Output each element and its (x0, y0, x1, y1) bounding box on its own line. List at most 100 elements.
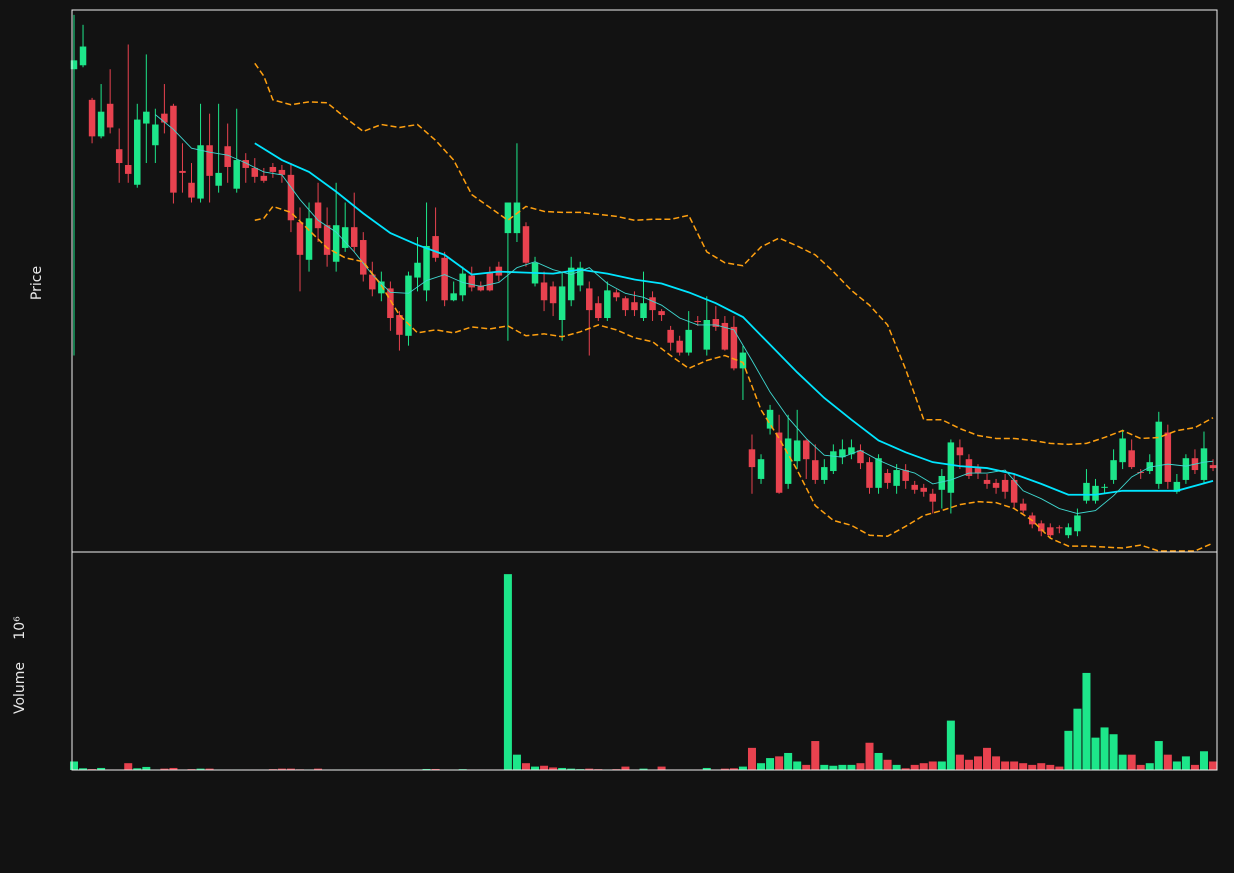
candle-body (522, 226, 530, 263)
candle-body (314, 202, 322, 229)
volume-bar (1091, 737, 1100, 770)
volume-bar (847, 764, 856, 770)
volume-bar (1064, 730, 1073, 770)
candle-body (1182, 458, 1190, 480)
candle-body (332, 225, 340, 262)
candle-body (893, 470, 900, 486)
candle-body (595, 303, 602, 319)
candle-body (396, 315, 403, 335)
candle-body (721, 322, 729, 350)
candle-body (215, 172, 222, 186)
candle-body (1209, 465, 1217, 469)
volume-bar (1209, 761, 1218, 770)
candle-body (739, 352, 747, 369)
volume-bar (901, 768, 910, 770)
volume-bar (1046, 764, 1055, 770)
volume-bar (747, 747, 756, 770)
candle-body (423, 245, 430, 291)
candle-body (124, 164, 132, 174)
candle-body (405, 275, 412, 336)
volume-bar (133, 768, 142, 770)
candle-body (992, 482, 1000, 488)
volume-bar (124, 763, 133, 770)
volume-bar (964, 759, 973, 770)
candle-body (1101, 486, 1108, 488)
candle-body (378, 281, 385, 294)
indicator-line (254, 62, 1214, 446)
indicator-line (254, 142, 1214, 496)
volume-bar (585, 768, 594, 770)
candle-body (197, 145, 204, 199)
candle-body (115, 149, 123, 164)
volume-bar (1010, 761, 1019, 770)
candle-body (134, 119, 141, 185)
volume-bar (142, 766, 151, 770)
indicator-line (254, 205, 1214, 552)
volume-bar (1199, 751, 1208, 770)
volume-bar (992, 756, 1001, 770)
candle-body (441, 257, 448, 301)
candle-body (947, 442, 955, 493)
candle-body (305, 218, 313, 260)
candle-body (1092, 485, 1099, 501)
candle-body (694, 320, 701, 322)
candle-body (911, 484, 918, 490)
candle-body (793, 440, 801, 462)
candle-body (432, 236, 439, 258)
volume-bar (775, 756, 784, 770)
candle-body (97, 111, 105, 137)
marks-layer (69, 14, 1218, 770)
candle-body (766, 409, 774, 429)
candle-body (1001, 479, 1009, 492)
candle-body (730, 326, 738, 369)
volume-bar (431, 768, 440, 770)
candle-body (450, 293, 457, 301)
volume-bar (567, 768, 576, 770)
volume-bar (793, 761, 802, 770)
candle-body (269, 166, 277, 172)
candle-body (667, 329, 674, 343)
volume-axis-label: Volume (12, 662, 28, 714)
volume-bar (892, 764, 901, 770)
volume-bar (169, 767, 178, 770)
volume-bar (919, 763, 928, 770)
volume-bar (1190, 764, 1199, 770)
volume-bar (1100, 727, 1109, 770)
candle-body (468, 275, 475, 288)
candle-body (513, 202, 521, 234)
volume-bar (856, 763, 865, 770)
candle-body (558, 286, 566, 320)
volume-bar (983, 747, 992, 770)
candle-body (369, 274, 376, 290)
volume-bar (549, 767, 558, 770)
volume-bar (757, 763, 766, 770)
candle-body (1019, 503, 1027, 511)
volume-bar (657, 766, 666, 770)
volume-bar (829, 765, 838, 770)
candle-body (775, 432, 783, 493)
candle-body (260, 175, 268, 181)
candle-body (1038, 523, 1045, 532)
candle-body (540, 282, 548, 301)
volume-bar (702, 767, 711, 770)
indicator-layer (155, 62, 1214, 552)
candle-body (1119, 438, 1126, 463)
candle-body (1173, 481, 1181, 492)
volume-bar (1136, 764, 1145, 770)
candle-body (414, 262, 421, 278)
candle-body (631, 302, 638, 311)
candle-body (251, 167, 259, 177)
volume-bar (621, 766, 630, 770)
volume-bar (729, 768, 738, 770)
volume-bar (160, 768, 169, 770)
volume-bar (820, 764, 829, 770)
volume-bar (1082, 672, 1091, 770)
candle-body (486, 272, 494, 291)
indicator-line (155, 114, 1214, 514)
candle-body (613, 292, 620, 298)
volume-bar (1127, 754, 1136, 770)
volume-bar (937, 761, 946, 770)
candle-body (323, 225, 331, 255)
